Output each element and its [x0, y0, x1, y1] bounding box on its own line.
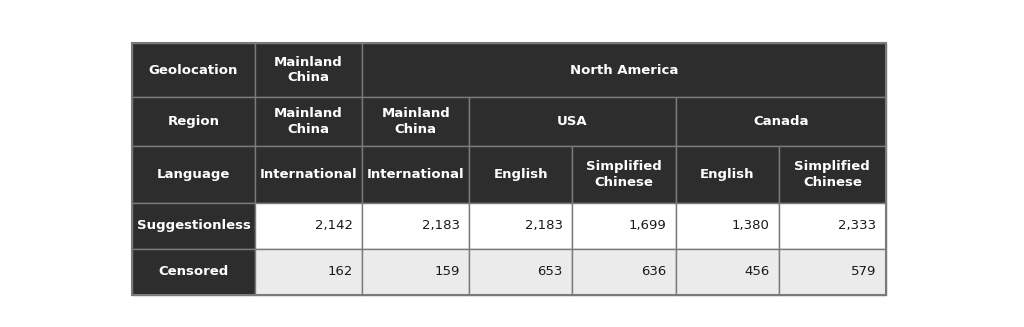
Bar — [779, 203, 886, 249]
Bar — [362, 97, 469, 146]
Text: Mainland
China: Mainland China — [274, 108, 343, 136]
Bar — [255, 146, 362, 203]
Bar — [572, 249, 676, 295]
Text: 2,142: 2,142 — [314, 219, 352, 232]
Bar — [469, 97, 676, 146]
Bar — [779, 146, 886, 203]
Bar — [676, 97, 886, 146]
Bar — [132, 43, 255, 97]
Text: English: English — [700, 168, 755, 181]
Text: 159: 159 — [434, 265, 460, 278]
Bar — [676, 146, 779, 203]
Text: 456: 456 — [744, 265, 769, 278]
Text: International: International — [367, 168, 465, 181]
Text: International: International — [260, 168, 357, 181]
Text: 2,183: 2,183 — [525, 219, 563, 232]
Text: Language: Language — [157, 168, 230, 181]
Bar — [469, 249, 572, 295]
Text: Simplified
Chinese: Simplified Chinese — [795, 160, 870, 189]
Bar — [469, 146, 572, 203]
Bar — [132, 249, 255, 295]
Text: Canada: Canada — [753, 115, 809, 128]
Text: Mainland
China: Mainland China — [381, 108, 451, 136]
Text: Region: Region — [168, 115, 219, 128]
Text: 2,333: 2,333 — [839, 219, 877, 232]
Text: Suggestionless: Suggestionless — [136, 219, 251, 232]
Bar — [362, 43, 886, 97]
Text: Mainland
China: Mainland China — [274, 56, 343, 84]
Text: Censored: Censored — [159, 265, 228, 278]
Text: 653: 653 — [538, 265, 563, 278]
Bar — [132, 203, 255, 249]
Bar — [255, 43, 362, 97]
Bar — [132, 146, 255, 203]
Text: 636: 636 — [641, 265, 666, 278]
Bar — [362, 249, 469, 295]
Bar — [132, 97, 255, 146]
Text: English: English — [494, 168, 548, 181]
Text: 1,699: 1,699 — [629, 219, 666, 232]
Bar — [362, 146, 469, 203]
Bar — [676, 249, 779, 295]
Text: 162: 162 — [328, 265, 352, 278]
Text: North America: North America — [569, 63, 678, 77]
Text: Simplified
Chinese: Simplified Chinese — [586, 160, 662, 189]
Bar — [255, 203, 362, 249]
Bar — [572, 203, 676, 249]
Text: 579: 579 — [851, 265, 877, 278]
Bar — [572, 146, 676, 203]
Bar — [676, 203, 779, 249]
Text: 2,183: 2,183 — [422, 219, 460, 232]
Bar — [469, 203, 572, 249]
Bar — [255, 97, 362, 146]
Text: 1,380: 1,380 — [731, 219, 769, 232]
Bar — [362, 203, 469, 249]
Bar — [255, 249, 362, 295]
Bar — [779, 249, 886, 295]
Text: Geolocation: Geolocation — [148, 63, 239, 77]
Text: USA: USA — [557, 115, 588, 128]
